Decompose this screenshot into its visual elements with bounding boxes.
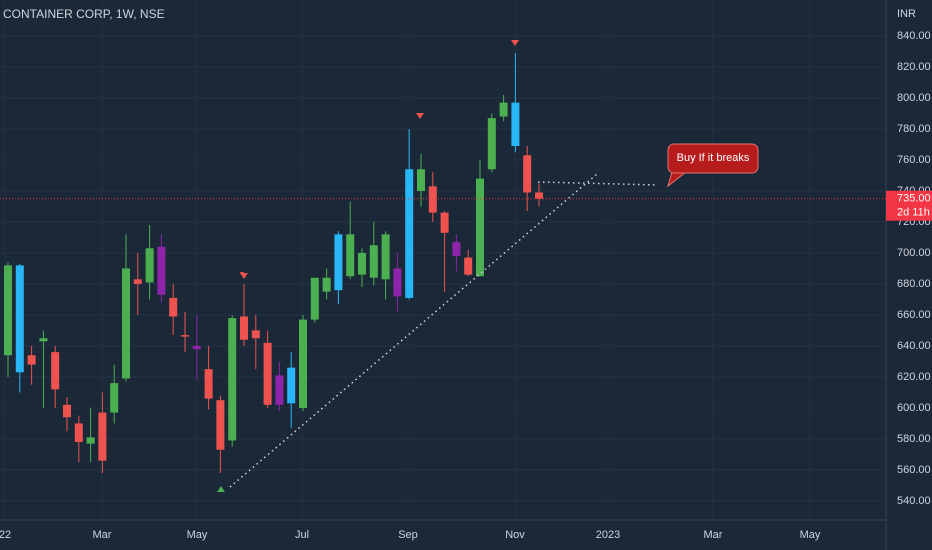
candle-body	[86, 437, 95, 444]
y-tick-label: 540.00	[897, 495, 931, 507]
trend-line	[229, 173, 598, 488]
price-tag-value: 735.00	[897, 193, 931, 205]
candle-body	[499, 102, 508, 117]
y-tick-label: 760.00	[897, 154, 931, 166]
candle-body	[476, 178, 484, 277]
candle-body	[133, 279, 142, 284]
x-tick-label: 22	[0, 529, 11, 541]
candle-body	[63, 404, 71, 418]
candle-body	[122, 268, 130, 379]
candle-body	[405, 169, 414, 298]
x-tick-label: May	[187, 529, 208, 541]
x-tick-label: Jul	[295, 529, 309, 541]
y-tick-label: 640.00	[897, 340, 931, 352]
candle-body	[4, 265, 12, 356]
candle-body	[27, 355, 36, 365]
y-tick-label: 840.00	[897, 30, 931, 42]
marker-down	[416, 113, 424, 119]
candle-body	[145, 248, 154, 283]
candle-body	[393, 268, 402, 297]
callout-text: Buy If it breaks	[677, 152, 750, 164]
candle-body	[15, 265, 24, 373]
y-tick-label: 680.00	[897, 278, 931, 290]
candle-body	[428, 186, 437, 213]
candle-body	[487, 118, 496, 170]
marker-up	[217, 486, 225, 492]
x-tick-label: Sep	[398, 529, 418, 541]
candle-body	[169, 297, 178, 317]
y-tick-label: 560.00	[897, 464, 931, 476]
candle-body	[263, 342, 272, 405]
candle-body	[240, 316, 248, 340]
x-tick-label: 2023	[596, 529, 620, 541]
x-tick-label: Mar	[704, 529, 723, 541]
candle-body	[299, 319, 307, 408]
candle-body	[322, 277, 331, 292]
candle-body	[452, 242, 461, 257]
candle-body	[51, 352, 60, 390]
callout	[667, 143, 759, 174]
candle-body	[417, 169, 425, 191]
marker-down	[511, 40, 519, 46]
x-tick-label: May	[800, 529, 821, 541]
candle-body	[275, 375, 284, 405]
candle-body	[346, 234, 355, 277]
candle-body	[310, 277, 319, 320]
candle-body	[98, 412, 107, 461]
y-tick-label: 820.00	[897, 61, 931, 73]
y-axis-label: INR	[897, 8, 916, 20]
candle-body	[181, 335, 189, 337]
candle-body	[358, 252, 366, 275]
candle-body	[511, 102, 520, 147]
candle-body	[287, 367, 296, 404]
marker-down	[240, 273, 248, 279]
candle-body	[334, 234, 343, 291]
price-tag	[886, 190, 932, 221]
candle-body	[381, 234, 390, 280]
y-tick-label: 620.00	[897, 371, 931, 383]
candle-body	[369, 245, 378, 278]
y-tick-label: 800.00	[897, 92, 931, 104]
candle-body	[216, 400, 225, 450]
x-tick-label: Nov	[505, 529, 525, 541]
y-tick-label: 780.00	[897, 123, 931, 135]
candle-body	[110, 383, 119, 413]
candle-body	[228, 318, 237, 441]
candle-body	[39, 338, 48, 342]
y-tick-label: 580.00	[897, 433, 931, 445]
chart-title: CONTAINER CORP, 1W, NSE	[3, 7, 165, 21]
grid	[0, 35, 886, 502]
candle-body	[204, 369, 213, 399]
candle-body	[74, 423, 83, 443]
candle-body	[440, 212, 449, 233]
y-tick-label: 600.00	[897, 402, 931, 414]
candle-body	[157, 246, 166, 295]
candle-body	[251, 330, 260, 339]
x-tick-label: Mar	[93, 529, 112, 541]
y-tick-label: 700.00	[897, 247, 931, 259]
candle-body	[192, 345, 201, 350]
price-tag-countdown: 2d 11h	[897, 207, 930, 219]
candle-body	[523, 155, 532, 193]
y-tick-label: 660.00	[897, 309, 931, 321]
candle-body	[464, 257, 473, 275]
candle-body	[535, 192, 543, 199]
candles	[4, 53, 543, 474]
